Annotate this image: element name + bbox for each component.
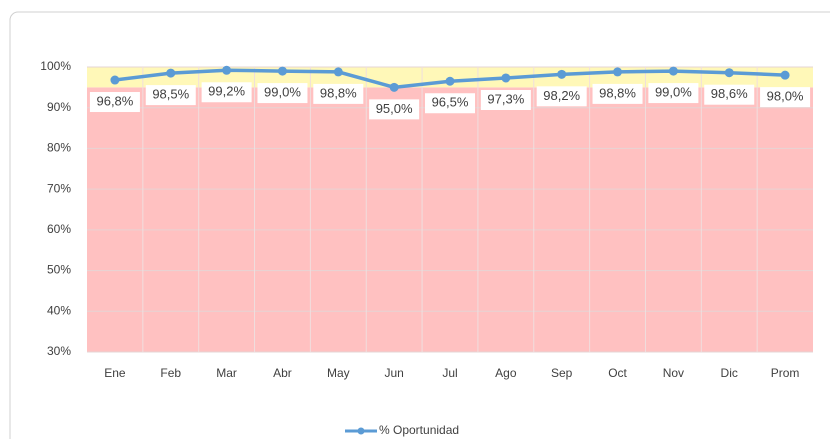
y-tick-label: 30%	[47, 344, 71, 358]
data-label: 96,8%	[96, 93, 133, 108]
point	[166, 68, 176, 78]
x-tick-label: May	[327, 366, 350, 380]
data-label-bg	[480, 89, 531, 110]
y-tick-label: 100%	[40, 59, 71, 73]
x-tick-label: Ago	[495, 366, 517, 380]
data-label-bg	[592, 83, 643, 104]
point	[445, 76, 455, 86]
point	[557, 69, 567, 79]
point	[110, 75, 120, 85]
legend-marker	[357, 427, 365, 435]
point	[501, 73, 511, 83]
x-tick-label: Dic	[721, 366, 738, 380]
data-label: 97,3%	[487, 91, 524, 106]
x-tick-label: Oct	[608, 366, 627, 380]
y-tick-label: 60%	[47, 222, 71, 236]
data-label: 98,5%	[152, 87, 189, 102]
data-label: 99,2%	[208, 84, 245, 99]
x-tick-label: Feb	[160, 366, 181, 380]
x-tick-label: Sep	[551, 366, 573, 380]
point	[780, 70, 790, 80]
y-tick-label: 40%	[47, 303, 71, 317]
y-tick-label: 90%	[47, 100, 71, 114]
data-label: 99,0%	[264, 85, 301, 100]
data-label: 98,6%	[711, 86, 748, 101]
x-tick-label: Abr	[273, 366, 292, 380]
point	[333, 67, 343, 77]
data-label-bg	[313, 83, 364, 104]
point	[613, 67, 623, 77]
data-label: 98,8%	[320, 85, 357, 100]
data-label-bg	[760, 87, 811, 108]
point	[724, 68, 734, 78]
data-label-bg	[257, 83, 308, 104]
y-tick-label: 70%	[47, 181, 71, 195]
point	[668, 66, 678, 76]
data-label-bg	[145, 85, 196, 106]
x-tick-label: Prom	[771, 366, 800, 380]
data-label-bg	[201, 82, 252, 103]
data-label: 98,2%	[543, 88, 580, 103]
y-tick-label: 80%	[47, 141, 71, 155]
x-tick-label: Mar	[216, 366, 237, 380]
data-label-bg	[536, 86, 587, 107]
data-label-bg	[89, 92, 140, 113]
x-tick-label: Nov	[663, 366, 684, 380]
x-tick-label: Jun	[384, 366, 403, 380]
data-label: 99,0%	[655, 85, 692, 100]
data-label-bg	[369, 99, 420, 120]
x-tick-label: Jul	[442, 366, 457, 380]
data-label: 95,0%	[376, 101, 413, 116]
data-label-bg	[648, 83, 699, 104]
x-tick-label: Ene	[104, 366, 126, 380]
point	[222, 65, 232, 75]
data-label: 98,8%	[599, 85, 636, 100]
data-label-bg	[704, 84, 755, 105]
data-label-bg	[425, 93, 475, 114]
data-label: 96,5%	[432, 95, 469, 110]
band	[87, 87, 813, 352]
point	[389, 82, 399, 92]
y-tick-label: 50%	[47, 263, 71, 277]
legend-label: % Oportunidad	[379, 423, 459, 437]
point	[277, 66, 287, 76]
data-label: 98,0%	[767, 89, 804, 104]
